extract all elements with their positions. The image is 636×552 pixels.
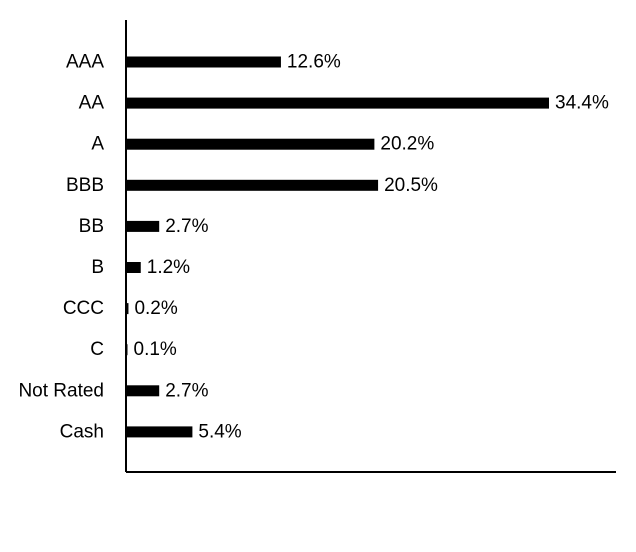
category-label-bb: BB <box>79 216 104 237</box>
data-label-bbb: 20.5% <box>384 175 438 196</box>
data-label-bb: 2.7% <box>165 216 208 237</box>
data-label-b: 1.2% <box>147 257 190 278</box>
data-labels-group: 12.6% 34.4% 20.2% 20.5% 2.7% 1.2% 0.2% 0.1% 2.7%… <box>134 52 609 443</box>
bars-group <box>126 56 549 438</box>
data-label-a: 20.2% <box>380 134 434 155</box>
bar-aa <box>126 97 549 109</box>
bar-bbb <box>126 179 379 191</box>
data-label-aa: 34.4% <box>555 93 609 114</box>
data-label-ccc: 0.2% <box>134 298 177 319</box>
bar-b <box>126 262 141 273</box>
data-label-cash: 5.4% <box>198 421 241 442</box>
category-label-not-rated: Not Rated <box>18 380 104 401</box>
category-label-cash: Cash <box>60 421 104 442</box>
category-label-aa: AA <box>79 93 105 114</box>
category-label-aaa: AAA <box>66 52 104 73</box>
category-label-b: B <box>91 257 104 278</box>
category-label-a: A <box>91 134 104 155</box>
bar-aaa <box>126 56 281 68</box>
bar-ccc <box>126 303 129 315</box>
bar-cash <box>126 426 193 438</box>
bar-a <box>126 138 375 150</box>
data-label-aaa: 12.6% <box>287 52 341 73</box>
data-label-not-rated: 2.7% <box>165 380 208 401</box>
data-label-c: 0.1% <box>134 339 177 360</box>
category-label-bbb: BBB <box>66 175 104 196</box>
category-label-c: C <box>90 339 104 360</box>
bar-bb <box>126 220 160 232</box>
bar-not-rated <box>126 385 160 397</box>
category-label-ccc: CCC <box>63 298 104 319</box>
